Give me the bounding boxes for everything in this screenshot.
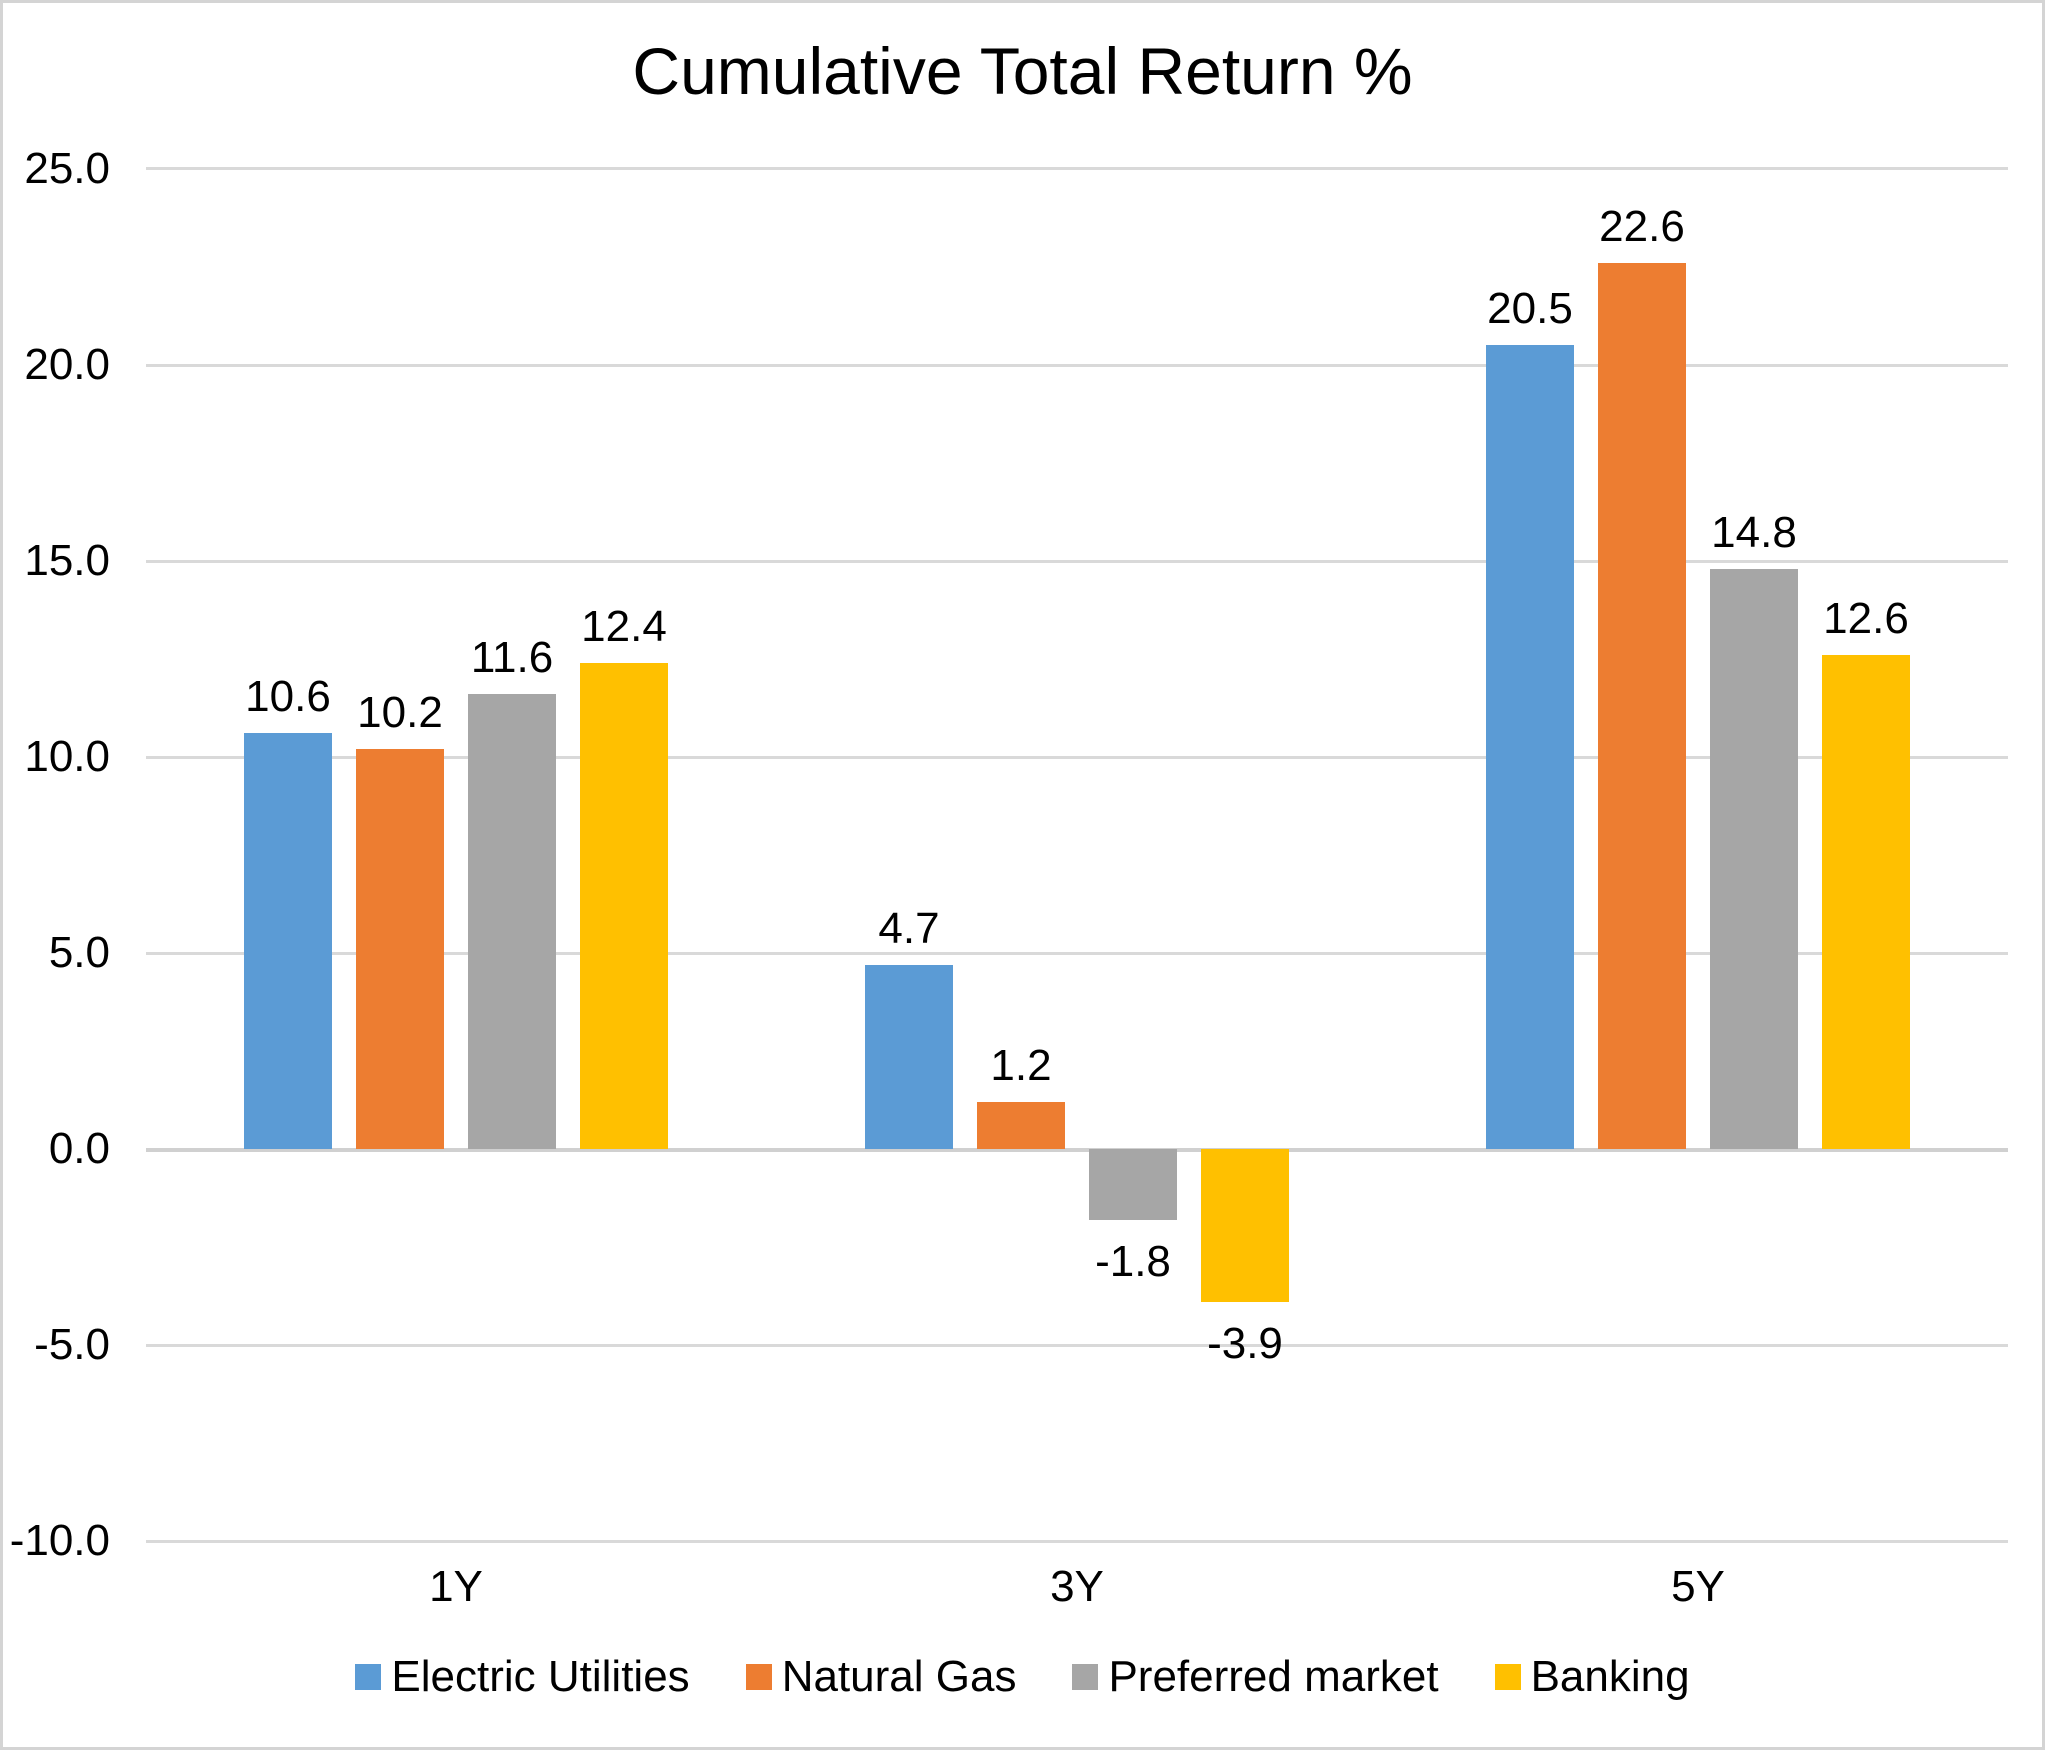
gridline [146, 1344, 2008, 1347]
bar-value-label: 10.6 [245, 672, 331, 721]
bar-electric-utilities-3y [865, 965, 953, 1149]
bar-value-label: 11.6 [470, 633, 554, 682]
bar-value-label: 22.6 [1599, 202, 1685, 251]
legend-label: Preferred market [1108, 1652, 1439, 1701]
y-axis-tick-label: -5.0 [34, 1320, 110, 1369]
gridline [146, 1540, 2008, 1543]
bar-electric-utilities-5y [1486, 345, 1574, 1149]
x-axis-line [146, 1148, 2008, 1152]
bar-natural-gas-5y [1598, 263, 1686, 1149]
legend-item-natural-gas: Natural Gas [745, 1652, 1017, 1701]
legend-swatch-icon [1072, 1664, 1099, 1690]
bar-preferred-market-1y [468, 694, 556, 1149]
bar-value-label: 1.2 [990, 1041, 1052, 1090]
x-axis-category-label: 1Y [429, 1562, 483, 1611]
chart-title: Cumulative Total Return % [632, 34, 1413, 108]
bar-preferred-market-5y [1710, 569, 1798, 1149]
legend-item-banking: Banking [1494, 1652, 1690, 1701]
legend-label: Electric Utilities [391, 1652, 690, 1701]
y-axis-tick-label: 0.0 [48, 1124, 110, 1173]
y-axis-tick-label: 25.0 [24, 144, 110, 193]
bar-electric-utilities-1y [244, 733, 332, 1149]
bar-value-label: 10.2 [357, 688, 443, 737]
bar-value-label: 20.5 [1487, 284, 1573, 333]
legend-swatch-icon [1494, 1664, 1521, 1690]
y-axis-tick-label: -10.0 [9, 1516, 110, 1565]
bar-preferred-market-3y [1089, 1149, 1177, 1220]
bar-natural-gas-3y [977, 1102, 1065, 1149]
y-axis-tick-label: 20.0 [24, 340, 110, 389]
legend-item-preferred-market: Preferred market [1072, 1652, 1439, 1701]
legend-label: Natural Gas [781, 1652, 1017, 1701]
y-axis-tick-label: 15.0 [24, 536, 110, 585]
bar-banking-3y [1201, 1149, 1289, 1302]
bar-natural-gas-1y [356, 749, 444, 1149]
legend-swatch-icon [355, 1664, 382, 1690]
gridline [146, 364, 2008, 367]
y-axis-tick-label: 10.0 [24, 732, 110, 781]
bar-value-label: 12.4 [581, 602, 667, 651]
bar-value-label: 4.7 [878, 904, 940, 953]
bar-value-label: -3.9 [1207, 1319, 1283, 1368]
x-axis-category-label: 5Y [1671, 1562, 1725, 1611]
gridline [146, 167, 2008, 170]
bar-banking-5y [1822, 655, 1910, 1149]
bar-value-label: -1.8 [1095, 1237, 1171, 1286]
bar-value-label: 14.8 [1711, 508, 1797, 557]
y-axis-tick-label: 5.0 [48, 928, 110, 977]
legend: Electric Utilities Natural Gas Preferred m… [3, 1653, 2042, 1701]
legend-swatch-icon [745, 1664, 772, 1690]
legend-label: Banking [1530, 1652, 1690, 1701]
gridline [146, 756, 2008, 759]
legend-item-electric-utilities: Electric Utilities [355, 1652, 690, 1701]
gridline [146, 952, 2008, 955]
x-axis-category-label: 3Y [1050, 1562, 1104, 1611]
bar-banking-1y [580, 663, 668, 1149]
gridline [146, 560, 2008, 563]
bar-value-label: 12.6 [1823, 594, 1909, 643]
